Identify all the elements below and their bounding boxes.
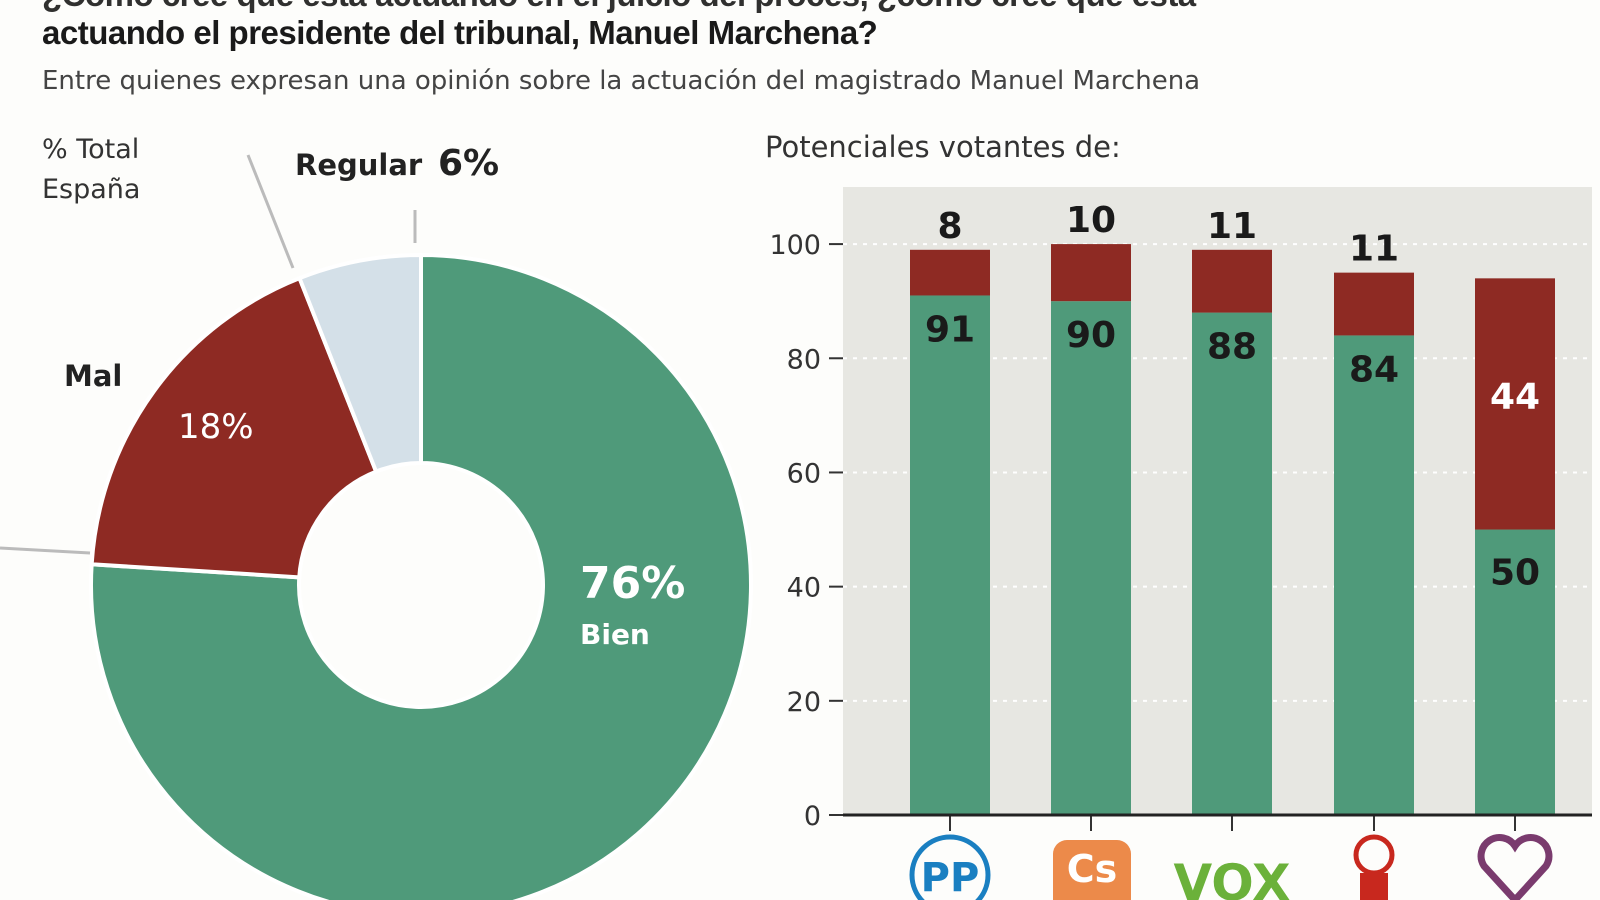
data-label-bien: 88 — [1207, 327, 1257, 368]
bar-bien-cs — [1051, 301, 1131, 815]
donut-label: % Total España — [42, 134, 141, 205]
data-label-mal: 8 — [937, 206, 962, 247]
pp-logo-text: PP — [921, 855, 980, 900]
bar-chart-title: Potenciales votantes de: — [765, 130, 1121, 164]
bar-bien-vox — [1192, 312, 1272, 815]
y-tick-label: 60 — [787, 458, 821, 489]
leader-line-mal — [246, 154, 295, 269]
bar-bien-psoe — [1334, 335, 1414, 815]
chart-subtitle: Entre quienes expresan una opinión sobre… — [42, 66, 1201, 96]
y-tick-label: 80 — [787, 344, 821, 375]
slice-label-bien-value: 76% — [580, 558, 685, 609]
y-tick-label: 0 — [804, 801, 821, 832]
bar-mal-cs — [1051, 244, 1131, 302]
bar-mal-podemos — [1475, 278, 1555, 530]
donut-slice-bien — [89, 252, 753, 900]
pp-logo-icon — [909, 834, 991, 900]
data-label-bien: 84 — [1349, 349, 1399, 390]
data-label-mal: 10 — [1066, 200, 1116, 241]
bar-bien-pp — [910, 295, 990, 815]
slice-label-mal-value: 18% — [178, 407, 254, 447]
y-tick-label: 40 — [787, 573, 821, 604]
y-tick-label: 100 — [769, 230, 821, 261]
cs-logo-text: Cs — [1067, 847, 1118, 891]
donut-slice-mal — [89, 275, 379, 580]
slice-label-regular-value: 6% — [438, 143, 499, 184]
chart-title: ¿Cómo cree que está actuando en el juici… — [42, 0, 1196, 51]
data-label-bien: 50 — [1490, 553, 1540, 594]
psoe-logo-rose-icon — [1353, 834, 1395, 876]
bar-mal-vox — [1192, 249, 1272, 313]
y-tick-label: 20 — [787, 687, 821, 718]
data-label-bien: 90 — [1066, 315, 1116, 356]
bar-mal-psoe — [1334, 272, 1414, 336]
slice-label-regular-name: Regular — [295, 148, 423, 182]
data-label-bien: 91 — [925, 309, 975, 350]
data-label-mal: 11 — [1349, 229, 1399, 270]
psoe-logo-fist-icon — [1360, 873, 1388, 900]
slice-label-bien-name: Bien — [580, 618, 650, 651]
data-label-mal: 11 — [1207, 206, 1257, 247]
cs-logo-icon — [1053, 840, 1131, 900]
vox-logo-text: VOX — [1173, 854, 1290, 900]
bar-mal-pp — [910, 249, 990, 296]
bar-bien-podemos — [1475, 529, 1555, 815]
slice-label-mal-name: Mal — [64, 359, 122, 393]
donut-slice-regular — [296, 252, 423, 475]
podemos-logo-heart-icon — [1477, 834, 1553, 900]
leader-line-left — [0, 546, 91, 555]
data-label-mal: 44 — [1490, 376, 1540, 417]
